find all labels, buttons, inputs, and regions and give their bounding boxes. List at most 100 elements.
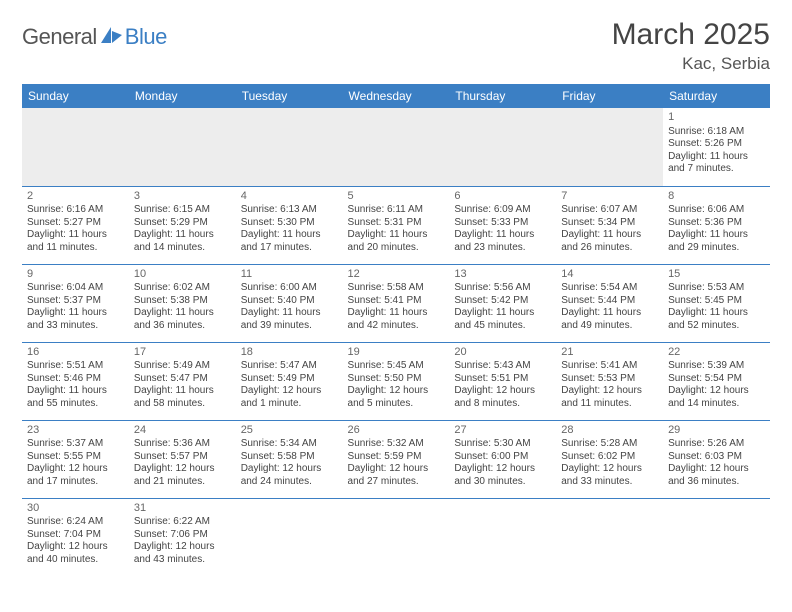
- title-block: March 2025 Kac, Serbia: [612, 18, 770, 74]
- day-number: 28: [561, 424, 658, 438]
- sunrise-text: Sunrise: 6:18 AM: [668, 126, 765, 139]
- sunset-text: Sunset: 7:06 PM: [134, 529, 231, 542]
- calendar-cell: 5Sunrise: 6:11 AMSunset: 5:31 PMDaylight…: [343, 186, 450, 264]
- sunset-text: Sunset: 5:27 PM: [27, 217, 124, 230]
- daylight-text: and 17 minutes.: [241, 242, 338, 255]
- calendar-cell: 9Sunrise: 6:04 AMSunset: 5:37 PMDaylight…: [22, 264, 129, 342]
- daylight-text: Daylight: 12 hours: [668, 463, 765, 476]
- daylight-text: Daylight: 11 hours: [454, 229, 551, 242]
- sunset-text: Sunset: 5:40 PM: [241, 295, 338, 308]
- calendar-cell: 13Sunrise: 5:56 AMSunset: 5:42 PMDayligh…: [449, 264, 556, 342]
- calendar-cell: [556, 108, 663, 186]
- daylight-text: and 36 minutes.: [668, 476, 765, 489]
- daylight-text: and 33 minutes.: [27, 320, 124, 333]
- calendar-table: Sunday Monday Tuesday Wednesday Thursday…: [22, 84, 770, 576]
- sunrise-text: Sunrise: 5:56 AM: [454, 282, 551, 295]
- sunrise-text: Sunrise: 5:28 AM: [561, 438, 658, 451]
- day-number: 13: [454, 268, 551, 282]
- calendar-cell: 19Sunrise: 5:45 AMSunset: 5:50 PMDayligh…: [343, 342, 450, 420]
- day-number: 16: [27, 346, 124, 360]
- sunrise-text: Sunrise: 5:41 AM: [561, 360, 658, 373]
- calendar-cell: [22, 108, 129, 186]
- daylight-text: and 33 minutes.: [561, 476, 658, 489]
- daylight-text: Daylight: 12 hours: [134, 463, 231, 476]
- day-number: 8: [668, 190, 765, 204]
- daylight-text: Daylight: 11 hours: [134, 229, 231, 242]
- daylight-text: Daylight: 12 hours: [561, 463, 658, 476]
- daylight-text: Daylight: 12 hours: [561, 385, 658, 398]
- day-number: 17: [134, 346, 231, 360]
- calendar-cell: 24Sunrise: 5:36 AMSunset: 5:57 PMDayligh…: [129, 420, 236, 498]
- calendar-cell: 21Sunrise: 5:41 AMSunset: 5:53 PMDayligh…: [556, 342, 663, 420]
- sunrise-text: Sunrise: 5:26 AM: [668, 438, 765, 451]
- day-number: 24: [134, 424, 231, 438]
- calendar-row: 16Sunrise: 5:51 AMSunset: 5:46 PMDayligh…: [22, 342, 770, 420]
- day-number: 26: [348, 424, 445, 438]
- sunrise-text: Sunrise: 6:16 AM: [27, 204, 124, 217]
- daylight-text: Daylight: 12 hours: [668, 385, 765, 398]
- daylight-text: Daylight: 11 hours: [348, 229, 445, 242]
- weekday-header: Thursday: [449, 84, 556, 108]
- day-number: 31: [134, 502, 231, 516]
- sunset-text: Sunset: 6:03 PM: [668, 451, 765, 464]
- sunset-text: Sunset: 5:26 PM: [668, 138, 765, 151]
- calendar-row: 9Sunrise: 6:04 AMSunset: 5:37 PMDaylight…: [22, 264, 770, 342]
- day-number: 30: [27, 502, 124, 516]
- sunset-text: Sunset: 5:42 PM: [454, 295, 551, 308]
- calendar-cell: 1Sunrise: 6:18 AMSunset: 5:26 PMDaylight…: [663, 108, 770, 186]
- sunrise-text: Sunrise: 5:58 AM: [348, 282, 445, 295]
- daylight-text: Daylight: 12 hours: [454, 463, 551, 476]
- daylight-text: and 21 minutes.: [134, 476, 231, 489]
- calendar-cell: [663, 498, 770, 576]
- daylight-text: Daylight: 11 hours: [668, 229, 765, 242]
- page-title: March 2025: [612, 18, 770, 52]
- day-number: 12: [348, 268, 445, 282]
- sunrise-text: Sunrise: 6:04 AM: [27, 282, 124, 295]
- calendar-cell: 6Sunrise: 6:09 AMSunset: 5:33 PMDaylight…: [449, 186, 556, 264]
- logo: General Blue: [22, 24, 167, 50]
- sunset-text: Sunset: 5:38 PM: [134, 295, 231, 308]
- daylight-text: and 5 minutes.: [348, 398, 445, 411]
- sunrise-text: Sunrise: 6:13 AM: [241, 204, 338, 217]
- calendar-cell: 26Sunrise: 5:32 AMSunset: 5:59 PMDayligh…: [343, 420, 450, 498]
- sunset-text: Sunset: 5:55 PM: [27, 451, 124, 464]
- daylight-text: Daylight: 12 hours: [241, 385, 338, 398]
- daylight-text: Daylight: 11 hours: [561, 229, 658, 242]
- day-number: 9: [27, 268, 124, 282]
- calendar-cell: 14Sunrise: 5:54 AMSunset: 5:44 PMDayligh…: [556, 264, 663, 342]
- sunset-text: Sunset: 5:45 PM: [668, 295, 765, 308]
- calendar-cell: [236, 498, 343, 576]
- calendar-row: 23Sunrise: 5:37 AMSunset: 5:55 PMDayligh…: [22, 420, 770, 498]
- sunrise-text: Sunrise: 6:06 AM: [668, 204, 765, 217]
- calendar-cell: [129, 108, 236, 186]
- daylight-text: Daylight: 12 hours: [454, 385, 551, 398]
- calendar-cell: 15Sunrise: 5:53 AMSunset: 5:45 PMDayligh…: [663, 264, 770, 342]
- calendar-cell: 16Sunrise: 5:51 AMSunset: 5:46 PMDayligh…: [22, 342, 129, 420]
- sunrise-text: Sunrise: 6:00 AM: [241, 282, 338, 295]
- sail-icon: [101, 27, 123, 48]
- calendar-cell: [449, 108, 556, 186]
- day-number: 18: [241, 346, 338, 360]
- day-number: 1: [668, 111, 765, 125]
- sunrise-text: Sunrise: 5:36 AM: [134, 438, 231, 451]
- daylight-text: Daylight: 12 hours: [241, 463, 338, 476]
- sunset-text: Sunset: 5:53 PM: [561, 373, 658, 386]
- day-number: 4: [241, 190, 338, 204]
- day-number: 14: [561, 268, 658, 282]
- sunset-text: Sunset: 5:51 PM: [454, 373, 551, 386]
- sunrise-text: Sunrise: 5:30 AM: [454, 438, 551, 451]
- calendar-cell: 11Sunrise: 6:00 AMSunset: 5:40 PMDayligh…: [236, 264, 343, 342]
- daylight-text: and 36 minutes.: [134, 320, 231, 333]
- sunrise-text: Sunrise: 5:51 AM: [27, 360, 124, 373]
- sunset-text: Sunset: 5:33 PM: [454, 217, 551, 230]
- sunset-text: Sunset: 5:36 PM: [668, 217, 765, 230]
- day-number: 25: [241, 424, 338, 438]
- daylight-text: Daylight: 11 hours: [668, 307, 765, 320]
- day-number: 6: [454, 190, 551, 204]
- sunset-text: Sunset: 5:49 PM: [241, 373, 338, 386]
- calendar-row: 1Sunrise: 6:18 AMSunset: 5:26 PMDaylight…: [22, 108, 770, 186]
- calendar-cell: 2Sunrise: 6:16 AMSunset: 5:27 PMDaylight…: [22, 186, 129, 264]
- daylight-text: and 52 minutes.: [668, 320, 765, 333]
- daylight-text: and 58 minutes.: [134, 398, 231, 411]
- sunset-text: Sunset: 5:30 PM: [241, 217, 338, 230]
